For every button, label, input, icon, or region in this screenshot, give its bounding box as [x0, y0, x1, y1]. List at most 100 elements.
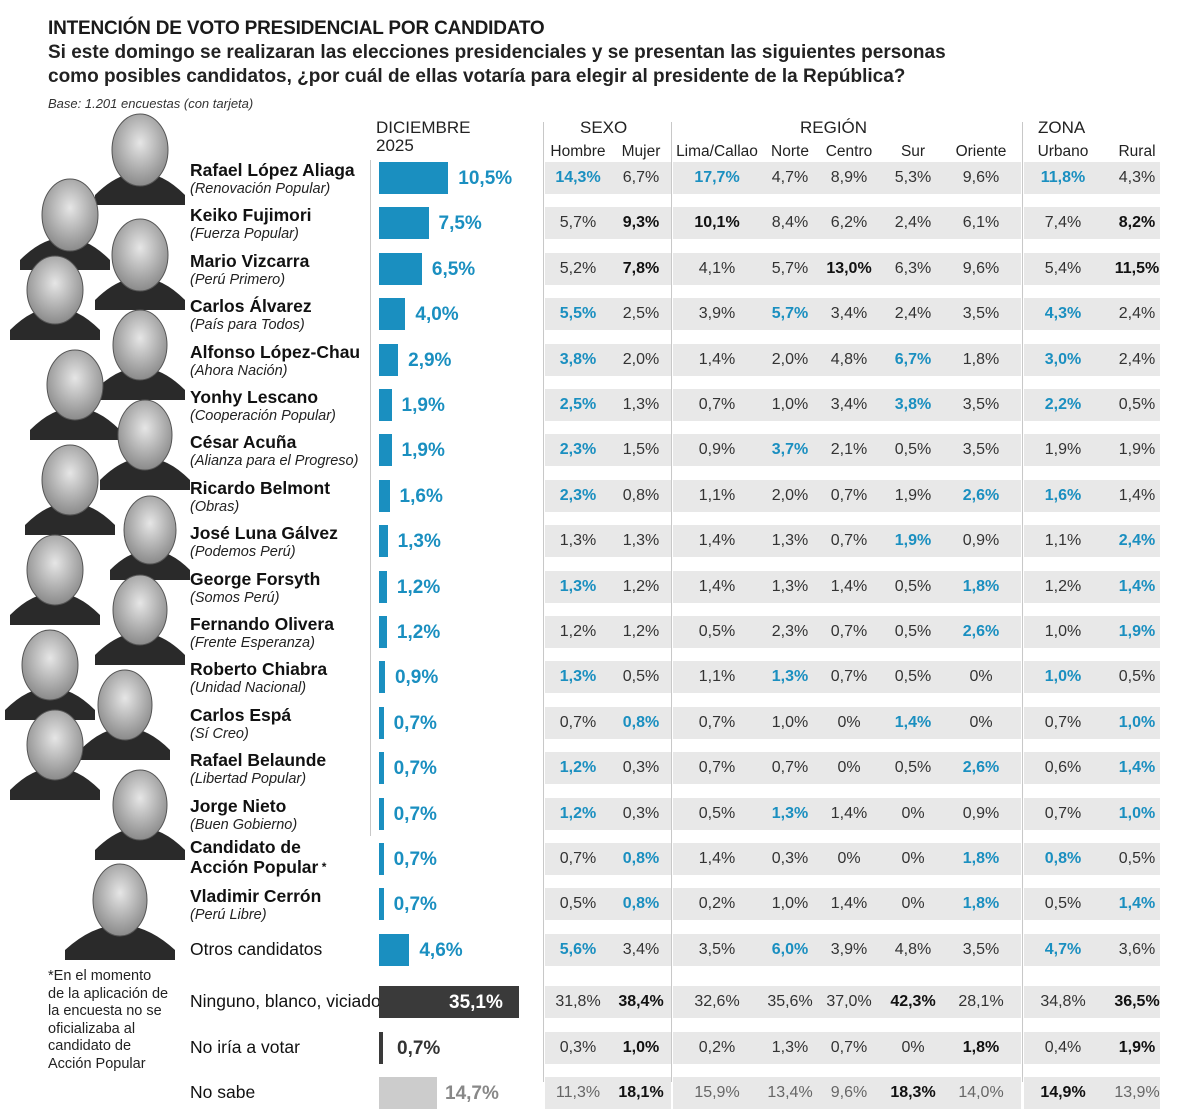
- candidate-name: Otros candidatos: [190, 938, 323, 959]
- table-cell: 2,0%: [771, 486, 809, 504]
- table-cell: 1,4%: [698, 532, 736, 550]
- table-cell: 0,7%: [1044, 713, 1082, 731]
- row-stripe: [545, 797, 671, 830]
- table-cell: 10,1%: [694, 214, 740, 232]
- row-stripe: [1024, 298, 1160, 331]
- total-bar: [379, 207, 429, 240]
- table-cell: 28,1%: [958, 993, 1004, 1011]
- table-cell: 0,7%: [698, 759, 736, 777]
- table-cell: 1,1%: [698, 668, 736, 686]
- row-stripe: [1024, 986, 1160, 1019]
- row-stripe: [673, 616, 1021, 648]
- total-bar: [379, 298, 406, 331]
- total-value: 1,3%: [397, 531, 441, 553]
- row-stripe: [545, 570, 671, 603]
- table-cell: 38,4%: [618, 993, 664, 1011]
- row-stripe: [673, 752, 1021, 785]
- table-cell: 0%: [837, 713, 861, 731]
- table-cell: 3,0%: [1044, 350, 1082, 368]
- candidate-party: (Sí Creo): [190, 725, 249, 742]
- row-stripe: [545, 298, 671, 331]
- total-bar: [379, 389, 392, 421]
- table-cell: 0,7%: [771, 759, 809, 777]
- row-stripe: [545, 525, 671, 558]
- total-header-line1: DICIEMBRE: [376, 118, 471, 137]
- row-stripe: [673, 298, 1021, 331]
- row-stripe: [673, 162, 1021, 194]
- table-cell: 14,0%: [958, 1084, 1004, 1101]
- table-cell: 1,2%: [622, 577, 660, 595]
- table-cell: 1,4%: [830, 804, 868, 822]
- base-note: Base: 1.201 encuestas (con tarjeta): [48, 96, 254, 111]
- table-cell: 0,5%: [1044, 895, 1082, 913]
- subheader-rural: Rural: [1118, 143, 1156, 160]
- table-cell: 1,4%: [698, 350, 736, 368]
- table-cell: 1,9%: [1044, 441, 1082, 459]
- candidate-party: (Somos Perú): [190, 589, 280, 606]
- row-stripe: [545, 343, 671, 376]
- table-cell: 0,5%: [894, 441, 932, 459]
- row-stripe: [1024, 661, 1160, 694]
- row-stripe: [673, 888, 1021, 921]
- candidate-name: Candidato de Acción Popular *: [190, 837, 327, 877]
- total-bar: [379, 252, 422, 285]
- table-cell: 1,0%: [1118, 804, 1156, 822]
- table-cell: 0,7%: [698, 713, 736, 731]
- total-value: 14,7%: [445, 1083, 499, 1104]
- table-cell: 4,7%: [771, 169, 809, 186]
- table-cell: 0%: [901, 895, 925, 913]
- table-cell: 0,7%: [559, 713, 597, 731]
- table-cell: 0,7%: [830, 532, 868, 550]
- table-cell: 13,9%: [1114, 1084, 1160, 1101]
- table-cell: 2,5%: [559, 396, 597, 413]
- table-cell: 0,7%: [1044, 804, 1082, 822]
- table-cell: 0,2%: [698, 1038, 736, 1056]
- table-cell: 1,0%: [1044, 623, 1082, 640]
- table-cell: 0,6%: [1044, 759, 1082, 777]
- table-cell: 2,5%: [622, 305, 660, 323]
- table-cell: 0,2%: [698, 895, 736, 913]
- footnote-line: oficializaba al: [48, 1020, 136, 1037]
- row-stripe: [1024, 434, 1160, 467]
- table-cell: 1,9%: [894, 532, 932, 550]
- table-cell: 1,3%: [622, 396, 660, 413]
- row-stripe: [1024, 207, 1160, 240]
- row-stripe: [1024, 479, 1160, 512]
- table-cell: 1,0%: [771, 895, 809, 913]
- subheader-urbano: Urbano: [1037, 143, 1089, 160]
- table-cell: 32,6%: [694, 993, 740, 1011]
- total-value: 7,5%: [438, 213, 482, 235]
- table-cell: 11,5%: [1114, 259, 1160, 277]
- table-cell: 9,6%: [830, 1084, 868, 1101]
- table-cell: 3,4%: [622, 940, 660, 958]
- candidate-party: (Perú Libre): [190, 907, 267, 924]
- footnote-line: la encuesta no se: [48, 1003, 162, 1020]
- subheader-centro: Centro: [825, 143, 873, 160]
- row-stripe: [673, 933, 1021, 966]
- candidate-name: Fernando Olivera: [190, 614, 334, 634]
- total-value: 0,7%: [393, 849, 437, 870]
- table-cell: 3,8%: [559, 350, 597, 368]
- table-cell: 0,5%: [894, 623, 932, 640]
- table-cell: 5,7%: [559, 214, 597, 232]
- table-cell: 1,4%: [698, 577, 736, 595]
- table-cell: 2,4%: [1118, 350, 1156, 368]
- table-cell: 4,1%: [698, 259, 736, 277]
- row-stripe: [1024, 888, 1160, 921]
- row-stripe: [545, 986, 671, 1019]
- table-cell: 3,9%: [830, 940, 868, 958]
- subheader-mujer: Mujer: [621, 143, 661, 160]
- table-cell: 0%: [969, 668, 993, 686]
- row-stripe: [673, 479, 1021, 512]
- table-cell: 4,8%: [894, 940, 932, 958]
- row-stripe: [673, 843, 1021, 875]
- table-cell: 1,3%: [771, 804, 809, 822]
- footnote-line: de la aplicación de: [48, 985, 169, 1002]
- table-cell: 1,8%: [962, 895, 1000, 913]
- total-bar: [379, 752, 384, 785]
- total-bar: [379, 162, 449, 194]
- table-cell: 9,6%: [962, 169, 1000, 186]
- total-value: 4,0%: [415, 304, 459, 326]
- table-cell: 4,7%: [1044, 940, 1082, 958]
- table-cell: 4,3%: [1044, 305, 1082, 323]
